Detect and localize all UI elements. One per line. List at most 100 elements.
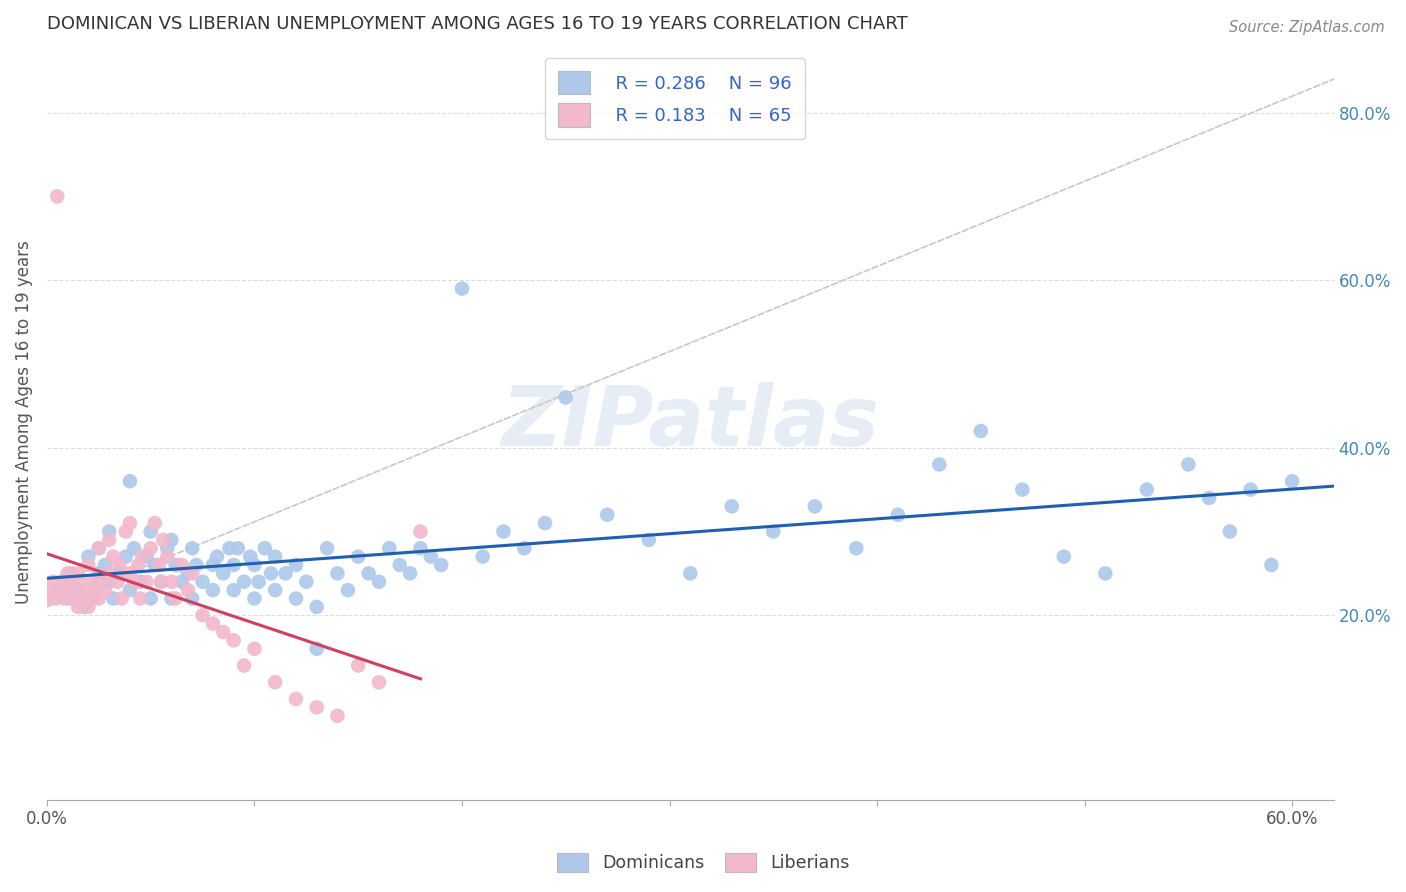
Point (160, 574, 183, 589)
Point (218, 541, 240, 556)
Point (264, 675, 287, 690)
Point (1011, 483, 1033, 497)
Point (152, 533, 174, 547)
Point (295, 574, 318, 589)
Point (135, 574, 157, 589)
Legend: Dominicans, Liberians: Dominicans, Liberians (550, 846, 856, 879)
Point (98, 574, 121, 589)
Point (139, 591, 162, 606)
Point (845, 541, 868, 556)
Point (970, 424, 993, 438)
Point (326, 566, 349, 581)
Point (368, 574, 391, 589)
Point (87, 566, 110, 581)
Point (160, 533, 183, 547)
Point (42, 574, 65, 589)
Point (451, 282, 474, 296)
Point (222, 633, 245, 648)
Point (1239, 483, 1261, 497)
Point (75, 583, 97, 598)
Point (156, 541, 179, 556)
Point (148, 558, 170, 572)
Point (471, 549, 494, 564)
Point (118, 516, 141, 530)
Point (129, 574, 152, 589)
Point (143, 516, 166, 530)
Point (1053, 549, 1076, 564)
Point (39, 583, 62, 598)
Point (150, 574, 173, 589)
Point (60, 566, 83, 581)
Point (35, 591, 58, 606)
Point (305, 599, 328, 614)
Point (127, 558, 149, 572)
Point (399, 566, 422, 581)
Point (336, 583, 359, 598)
Point (69, 574, 91, 589)
Point (87, 591, 110, 606)
Text: DOMINICAN VS LIBERIAN UNEMPLOYMENT AMONG AGES 16 TO 19 YEARS CORRELATION CHART: DOMINICAN VS LIBERIAN UNEMPLOYMENT AMONG… (46, 15, 908, 33)
Point (160, 591, 183, 606)
Point (135, 549, 157, 564)
Point (98, 524, 121, 539)
Point (419, 549, 441, 564)
Point (347, 658, 370, 673)
Point (122, 541, 145, 556)
Point (201, 583, 224, 598)
Point (108, 558, 131, 572)
Point (513, 541, 536, 556)
Point (804, 500, 827, 514)
Point (1094, 566, 1116, 581)
Point (82, 591, 104, 606)
Point (73, 591, 96, 606)
Point (1198, 491, 1220, 505)
Point (378, 541, 401, 556)
Point (181, 541, 204, 556)
Point (233, 574, 256, 589)
Point (326, 708, 349, 723)
Point (56, 566, 79, 581)
Point (66, 583, 89, 598)
Point (201, 558, 224, 572)
Point (1219, 524, 1241, 539)
Point (177, 566, 200, 581)
Point (114, 549, 136, 564)
Point (181, 591, 204, 606)
Point (44, 591, 66, 606)
Point (357, 566, 380, 581)
Point (82, 574, 104, 589)
Point (129, 591, 152, 606)
Point (243, 641, 266, 656)
Point (103, 549, 125, 564)
Point (118, 566, 141, 581)
Point (87, 541, 110, 556)
Point (233, 658, 256, 673)
Point (430, 558, 453, 572)
Point (139, 541, 162, 556)
Point (122, 574, 145, 589)
Point (186, 558, 208, 572)
Point (226, 541, 249, 556)
Point (46, 189, 69, 203)
Point (118, 583, 141, 598)
Point (94, 583, 117, 598)
Point (52, 591, 75, 606)
Point (191, 608, 214, 623)
Point (720, 500, 742, 514)
Point (637, 533, 659, 547)
Point (212, 566, 235, 581)
Point (253, 541, 276, 556)
Point (243, 558, 266, 572)
Point (139, 524, 162, 539)
Point (98, 533, 121, 547)
Point (212, 625, 235, 640)
Point (368, 675, 391, 690)
Point (679, 566, 702, 581)
Y-axis label: Unemployment Among Ages 16 to 19 years: Unemployment Among Ages 16 to 19 years (15, 241, 32, 605)
Text: ZIPatlas: ZIPatlas (502, 382, 879, 463)
Point (222, 583, 245, 598)
Point (305, 700, 328, 714)
Point (762, 524, 785, 539)
Point (156, 549, 179, 564)
Point (143, 558, 166, 572)
